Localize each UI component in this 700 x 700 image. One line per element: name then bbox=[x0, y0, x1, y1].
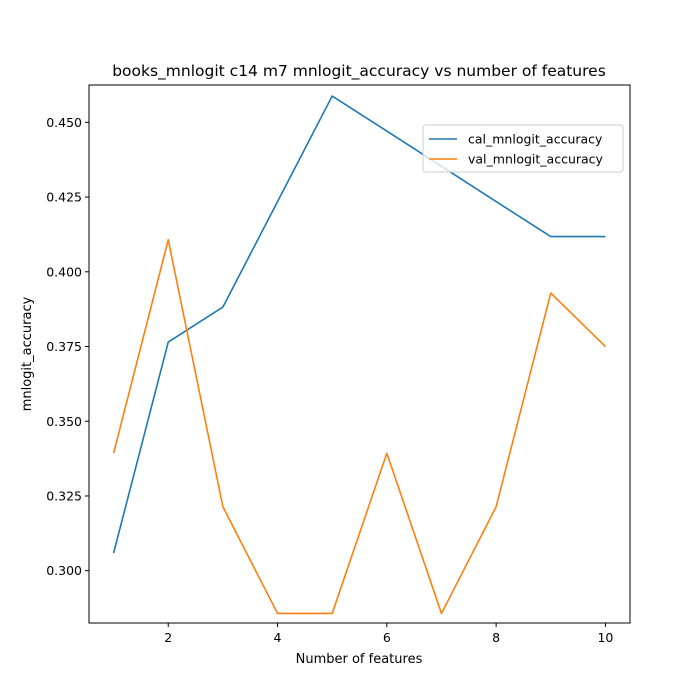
y-tick-label: 0.325 bbox=[46, 488, 82, 503]
y-tick-label: 0.450 bbox=[46, 115, 82, 130]
series-line-cal bbox=[112, 95, 606, 554]
legend-label: cal_mnlogit_accuracy bbox=[468, 132, 603, 147]
x-tick-label: 8 bbox=[492, 630, 500, 645]
legend-label: val_mnlogit_accuracy bbox=[468, 152, 604, 167]
y-tick-label: 0.375 bbox=[46, 339, 82, 354]
x-tick-label: 4 bbox=[274, 630, 282, 645]
y-tick-label: 0.300 bbox=[46, 563, 82, 578]
series-line-val bbox=[112, 239, 606, 615]
x-tick-label: 6 bbox=[383, 630, 391, 645]
x-tick-label: 2 bbox=[164, 630, 172, 645]
legend: cal_mnlogit_accuracy val_mnlogit_accuracy bbox=[422, 124, 624, 173]
legend-box bbox=[422, 124, 624, 173]
series-lines bbox=[112, 95, 606, 615]
plot-frame bbox=[88, 84, 631, 624]
y-tick-label: 0.400 bbox=[46, 264, 82, 279]
y-tick-label: 0.350 bbox=[46, 414, 82, 429]
x-tick-label: 10 bbox=[597, 630, 613, 645]
chart-title: books_mnlogit c14 m7 mnlogit_accuracy vs… bbox=[112, 62, 606, 81]
y-tick-label: 0.425 bbox=[46, 190, 82, 205]
x-axis-label: Number of features bbox=[296, 652, 423, 667]
y-axis-label: mnlogit_accuracy bbox=[20, 296, 35, 411]
axis-ticks: 2 4 6 8 10 0.300 0.325 0.350 0.375 0.400 0.425 0.45… bbox=[46, 115, 613, 645]
